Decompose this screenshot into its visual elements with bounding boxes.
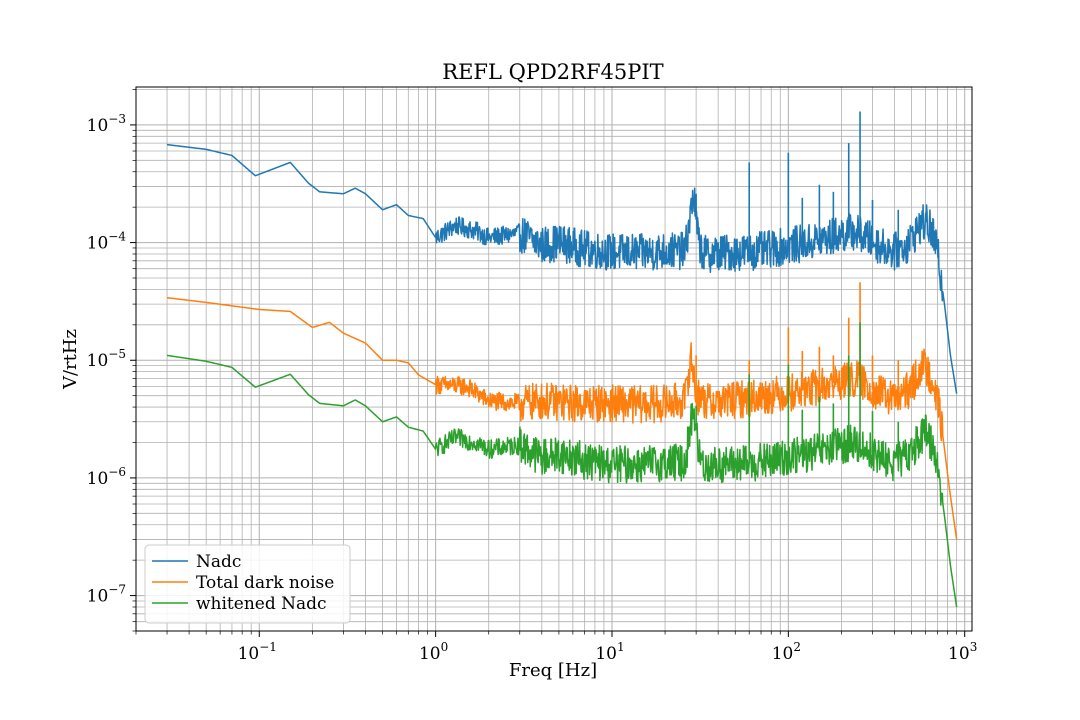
legend-label: whitened Nadc — [196, 594, 327, 614]
y-axis-title: V/rtHz — [60, 329, 81, 390]
series-line — [166, 296, 958, 540]
x-tick-label: 10−1 — [238, 640, 277, 664]
y-tick-label: 10−3 — [87, 112, 126, 136]
legend-box — [144, 544, 351, 624]
x-tick-label: 102 — [772, 640, 801, 664]
chart-title: REFL QPD2RF45PIT — [442, 60, 663, 84]
y-tick-label: 10−5 — [87, 347, 126, 371]
x-axis-title: Freq [Hz] — [509, 660, 597, 681]
x-tick-label: 100 — [419, 640, 448, 664]
series-line — [166, 143, 958, 394]
series-line — [166, 354, 958, 608]
y-tick-label: 10−4 — [87, 230, 127, 254]
x-tick-label: 101 — [595, 640, 624, 664]
y-tick-label: 10−7 — [87, 583, 126, 607]
legend-label: Total dark noise — [196, 573, 334, 593]
y-tick-label: 10−6 — [87, 465, 126, 489]
axis-ticks: 10−1 100 101 102 103 10−7 10−6 10−5 10−4 10−3 — [87, 89, 977, 664]
grid — [135, 87, 972, 632]
x-tick-label: 103 — [948, 640, 977, 664]
legend-label: Nadc — [196, 552, 241, 572]
plot-frame — [135, 86, 973, 632]
plot-series — [166, 111, 958, 608]
